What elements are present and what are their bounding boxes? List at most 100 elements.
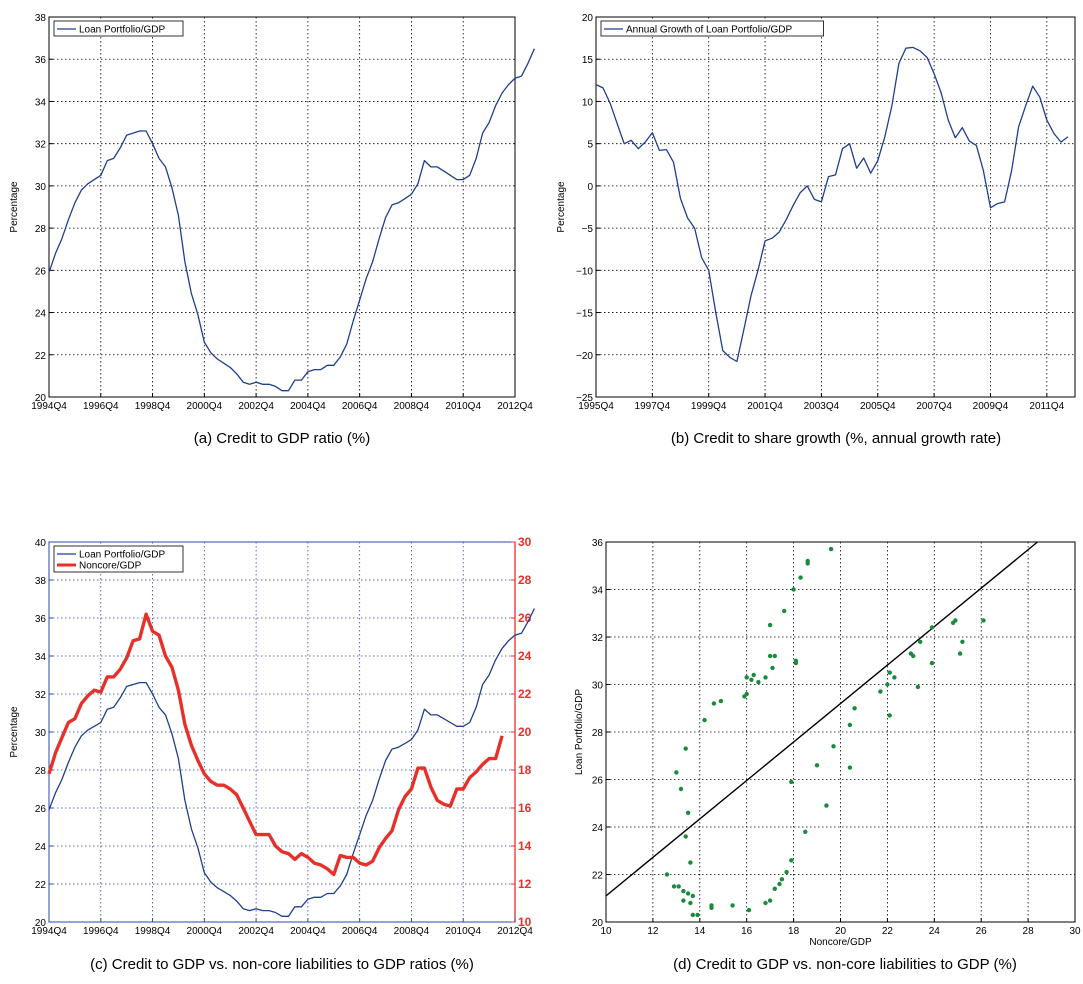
x-tick-label: 2010Q4 (445, 926, 481, 937)
scatter-point (746, 907, 752, 913)
x-tick-label: 2005Q4 (860, 401, 896, 412)
x-tick-label: 2009Q4 (973, 401, 1009, 412)
scatter-point (779, 877, 785, 882)
scatter-point (688, 900, 693, 906)
scatter-point (791, 587, 796, 592)
x-tick-label: 2012Q4 (497, 401, 533, 412)
x-tick-label: 1996Q4 (83, 926, 119, 937)
y-tick-label: 38 (35, 576, 47, 587)
x-tick-label: 28 (1023, 926, 1035, 937)
scatter-point (803, 829, 808, 834)
y-tick-label: 24 (35, 309, 47, 320)
scatter-point (777, 881, 782, 887)
scatter-point (911, 653, 916, 659)
legend-label: Noncore/GDP (79, 561, 142, 572)
x-tick-label: 18 (788, 926, 800, 937)
x-tick-label: 1996Q4 (83, 401, 119, 412)
y-tick-label: 28 (592, 728, 604, 739)
y-tick-label: 34 (592, 586, 604, 597)
y2-tick-label: 16 (518, 801, 532, 815)
chart-b: 1995Q4 1997Q4 1999Q4 2001Q4 2003Q4 2005Q4 2007… (556, 13, 1076, 447)
scatter-point (681, 898, 686, 903)
x-tick-label: 2002Q4 (238, 926, 274, 937)
scatter-point (892, 675, 897, 680)
scatter-point (709, 903, 714, 908)
scatter-point (772, 653, 777, 659)
x-tick-label: 14 (694, 926, 706, 937)
series-line-1 (48, 608, 535, 917)
x-tick-label: 1998Q4 (135, 926, 171, 937)
scatter-point (718, 698, 724, 704)
plot-area (596, 17, 1075, 397)
x-tick-label: 1994Q4 (31, 926, 67, 937)
x-tick-label: 1997Q4 (635, 401, 671, 412)
scatter-point (782, 608, 787, 614)
series-line-2 (47, 612, 504, 877)
legend-box (53, 545, 184, 573)
scatter-point (744, 691, 749, 697)
x-tick-label: 16 (741, 926, 753, 937)
chart-d: 10 12 14 16 18 20 22 24 26 28 30 20 22 24 26 28 30 32 34 36… (574, 538, 1081, 973)
scatter-point (767, 622, 773, 628)
x-tick-label: 1994Q4 (31, 401, 67, 412)
scatter-point (772, 886, 777, 891)
y2-tick-label: 22 (518, 687, 532, 701)
x-tick-label: 2011Q4 (1029, 401, 1064, 412)
y2-tick-label: 24 (518, 649, 532, 663)
scatter-point (915, 684, 921, 690)
y-tick-label: 34 (35, 97, 47, 108)
scatter-point (824, 803, 829, 808)
y2-tick-label: 18 (518, 763, 532, 777)
y-tick-label: 20 (35, 393, 47, 404)
gridlines (596, 17, 1075, 397)
legend-label: Loan Portfolio/GDP (79, 550, 165, 561)
scatter-point (885, 682, 890, 687)
series-line-1 (595, 46, 1069, 363)
x-tick-label: 2008Q4 (394, 926, 430, 937)
scatter-point (690, 893, 695, 899)
y-tick-label: 40 (35, 538, 47, 549)
y-tick-label: 10 (582, 97, 594, 108)
scatter-point (676, 884, 681, 889)
y2-tick-label: 20 (518, 725, 532, 739)
scatter-point (763, 675, 768, 680)
y-tick-label: 36 (35, 55, 47, 66)
y-tick-label: 20 (35, 918, 47, 929)
scatter-point (751, 672, 756, 678)
y-tick-label: 30 (592, 681, 604, 692)
scatter-point (789, 858, 794, 863)
caption-d: (d) Credit to GDP vs. non-core liabiliti… (673, 956, 1017, 973)
scatter-point (887, 670, 892, 675)
x-tick-label: 22 (882, 926, 894, 937)
y-tick-label: 28 (35, 224, 47, 235)
x-tick-label: 1995Q4 (578, 401, 614, 412)
x-tick-label: 2001Q4 (747, 401, 783, 412)
series-line-1 (48, 48, 535, 392)
scatter-point (681, 888, 686, 894)
scatter-point (929, 625, 935, 630)
x-tick-label: 2004Q4 (290, 401, 326, 412)
gridlines (606, 542, 1075, 922)
y2-tick-label: 28 (518, 573, 532, 587)
gridlines (49, 542, 515, 922)
x-tick-label: 12 (647, 926, 659, 937)
y-tick-label: −25 (576, 393, 593, 404)
y-tick-label: 24 (35, 842, 47, 853)
y-axis-label: Percentage (9, 181, 20, 233)
y-tick-label: 5 (587, 140, 593, 151)
x-tick-label: 24 (929, 926, 941, 937)
scatter-point (847, 722, 853, 728)
scatter-point (763, 900, 768, 906)
scatter-point (671, 884, 677, 889)
caption-c: (c) Credit to GDP vs. non-core liabiliti… (90, 956, 474, 973)
x-axis-label: Noncore/GDP (809, 937, 872, 948)
scatter-point (767, 653, 773, 659)
y-tick-label: 26 (35, 804, 47, 815)
x-tick-label: 2012Q4 (497, 926, 533, 937)
y-tick-label: 24 (592, 823, 604, 834)
scatter-point (831, 744, 836, 749)
caption-b: (b) Credit to share growth (%, annual gr… (671, 430, 1001, 447)
y-tick-label: 22 (592, 871, 604, 882)
